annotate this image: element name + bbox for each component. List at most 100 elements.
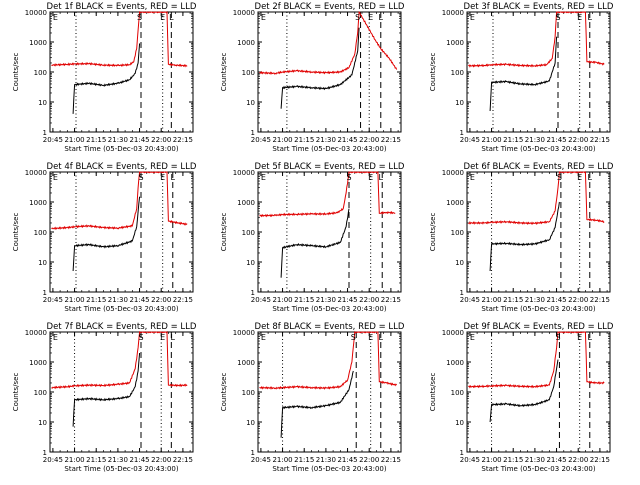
x-tick-label: 22:15 xyxy=(590,296,610,304)
y-axis-label: Counts/sec xyxy=(220,53,228,92)
y-tick-label: 10000 xyxy=(442,9,464,17)
x-axis-label: Start Time (05-Dec-03 20:43:00) xyxy=(481,305,595,313)
y-tick-label: 100 xyxy=(34,69,47,77)
y-tick-label: 100 xyxy=(242,389,255,397)
x-axis-label: Start Time (05-Dec-03 20:43:00) xyxy=(272,145,386,153)
event-marker-label: E xyxy=(368,333,373,342)
panel-7: Det 7f BLACK = Events, RED = LLD Counts/s… xyxy=(12,322,197,473)
event-marker-label: L xyxy=(171,173,176,182)
events-series-line xyxy=(280,27,360,109)
x-tick-label: 21:30 xyxy=(525,136,545,144)
events-series-line xyxy=(72,43,141,114)
y-axis-label: Counts/sec xyxy=(429,53,437,92)
x-tick-label: 22:15 xyxy=(173,456,193,464)
x-tick-label: 22:15 xyxy=(381,456,401,464)
event-marker-label: L xyxy=(379,173,384,182)
y-tick-label: 10 xyxy=(455,419,464,427)
y-tick-label: 1 xyxy=(460,129,464,137)
event-marker-label: E xyxy=(160,173,165,182)
event-marker-label: E xyxy=(160,13,165,22)
panel-title: Det 8f BLACK = Events, RED = LLD xyxy=(255,322,405,332)
panel-9: Det 9f BLACK = Events, RED = LLD Counts/s… xyxy=(429,322,614,473)
y-tick-label: 10000 xyxy=(233,169,255,177)
events-series-line xyxy=(489,201,560,272)
x-tick-label: 22:00 xyxy=(359,136,379,144)
x-axis-label: Start Time (05-Dec-03 20:43:00) xyxy=(481,145,595,153)
events-series-line xyxy=(489,359,559,423)
y-tick-label: 1 xyxy=(251,449,255,457)
y-tick-label: 100 xyxy=(242,69,255,77)
y-tick-label: 100 xyxy=(451,389,464,397)
y-tick-label: 1 xyxy=(460,449,464,457)
x-tick-label: 21:45 xyxy=(546,136,566,144)
panel-5: Det 5f BLACK = Events, RED = LLD Counts/s… xyxy=(220,162,405,313)
x-tick-label: 21:15 xyxy=(503,136,523,144)
event-marker-label: S xyxy=(557,173,562,182)
x-tick-label: 21:45 xyxy=(129,296,149,304)
plot-frame xyxy=(257,331,402,453)
plot-frame xyxy=(257,171,402,293)
x-tick-label: 21:45 xyxy=(337,456,357,464)
x-tick-label: 20:45 xyxy=(43,136,63,144)
x-tick-label: 21:15 xyxy=(86,296,106,304)
x-tick-label: 21:00 xyxy=(64,296,84,304)
plot-frame xyxy=(466,331,611,453)
event-marker-label: S xyxy=(137,13,142,22)
x-tick-label: 20:45 xyxy=(251,296,271,304)
event-marker-label: L xyxy=(171,333,176,342)
event-marker-label: L xyxy=(169,13,174,22)
y-tick-label: 1000 xyxy=(237,359,255,367)
event-marker-label: E xyxy=(261,173,266,182)
y-axis-label: Counts/sec xyxy=(429,373,437,412)
x-axis-label: Start Time (05-Dec-03 20:43:00) xyxy=(64,465,178,473)
event-marker-label: S xyxy=(351,333,356,342)
x-tick-label: 22:15 xyxy=(381,136,401,144)
x-tick-label: 22:00 xyxy=(151,296,171,304)
x-tick-label: 22:00 xyxy=(359,296,379,304)
lld-series-line xyxy=(468,170,605,225)
event-marker-label: E xyxy=(577,333,582,342)
x-tick-label: 21:00 xyxy=(272,136,292,144)
x-tick-label: 21:15 xyxy=(294,456,314,464)
y-tick-label: 1 xyxy=(43,449,47,457)
panel-title: Det 1f BLACK = Events, RED = LLD xyxy=(47,2,197,12)
lld-series-line xyxy=(468,331,605,389)
x-tick-label: 21:00 xyxy=(481,136,501,144)
y-tick-label: 1 xyxy=(251,129,255,137)
y-tick-label: 10000 xyxy=(233,329,255,337)
x-tick-label: 21:15 xyxy=(294,296,314,304)
y-tick-label: 100 xyxy=(34,389,47,397)
y-tick-label: 1 xyxy=(251,289,255,297)
y-tick-label: 10000 xyxy=(25,9,47,17)
event-marker-label: L xyxy=(379,333,384,342)
x-tick-label: 20:45 xyxy=(460,136,480,144)
x-tick-label: 20:45 xyxy=(43,296,63,304)
events-series-line xyxy=(72,352,141,427)
y-axis-label: Counts/sec xyxy=(12,373,20,412)
x-axis-label: Start Time (05-Dec-03 20:43:00) xyxy=(64,305,178,313)
x-axis-label: Start Time (05-Dec-03 20:43:00) xyxy=(481,465,595,473)
plot-frame xyxy=(466,11,611,133)
x-tick-label: 21:00 xyxy=(481,456,501,464)
x-tick-label: 21:30 xyxy=(108,296,128,304)
x-tick-label: 21:00 xyxy=(272,456,292,464)
event-marker-label: E xyxy=(470,173,475,182)
x-tick-label: 21:15 xyxy=(86,136,106,144)
x-tick-label: 22:15 xyxy=(590,136,610,144)
y-tick-label: 1000 xyxy=(29,199,47,207)
panel-2: Det 2f BLACK = Events, RED = LLD Counts/s… xyxy=(220,2,405,153)
x-tick-label: 22:15 xyxy=(173,296,193,304)
y-tick-label: 100 xyxy=(34,229,47,237)
y-tick-label: 10 xyxy=(246,99,255,107)
y-tick-label: 10 xyxy=(38,419,47,427)
event-marker-label: S xyxy=(346,173,351,182)
plot-frame xyxy=(49,171,194,293)
y-tick-label: 10000 xyxy=(25,329,47,337)
event-marker-label: L xyxy=(588,173,593,182)
x-tick-label: 20:45 xyxy=(460,456,480,464)
lld-series-line xyxy=(468,11,605,68)
y-tick-label: 10000 xyxy=(442,329,464,337)
x-tick-label: 21:15 xyxy=(294,136,314,144)
